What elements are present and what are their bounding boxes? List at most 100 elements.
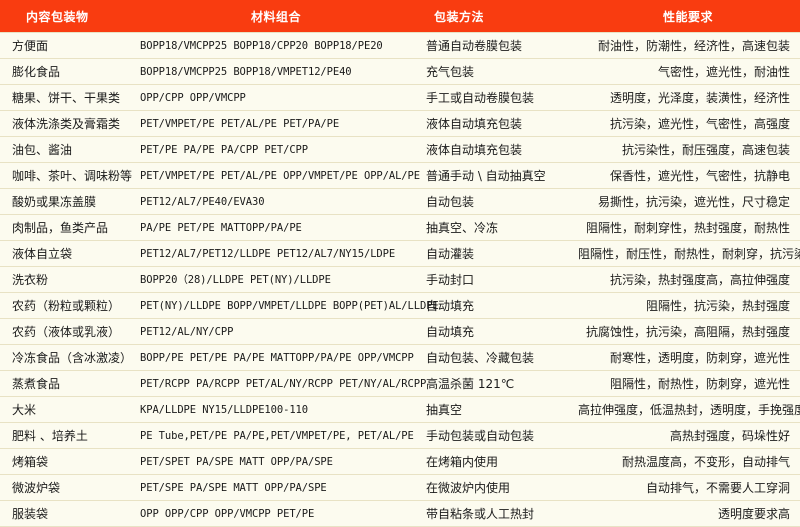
cell-performance: 自动排气，不需要人工穿洞 bbox=[645, 481, 790, 495]
cell-performance: 抗污染性，耐压强度，高速包装 bbox=[621, 143, 790, 157]
table-row: 烤箱袋 PET/SPET PA/SPE MATT OPP/PA/SPE 在烤箱内使用… bbox=[0, 448, 800, 475]
cell-material: PET12/AL7/PET12/LLDPE PET12/AL7/NY15/LDP… bbox=[140, 247, 396, 260]
table-row: 膨化食品 BOPP18/VMCPP25 BOPP18/VMPET12/PE40 充气… bbox=[0, 58, 800, 85]
cell-method: 手工或自动卷膜包装 bbox=[426, 91, 535, 105]
cell-material: OPP/CPP OPP/VMCPP bbox=[140, 91, 246, 104]
cell-material: PET/SPE PA/SPE MATT OPP/PA/SPE bbox=[140, 481, 327, 494]
cell-content: 蒸煮食品 bbox=[12, 377, 61, 391]
cell-material: KPA/LLDPE NY15/LLDPE100-110 bbox=[140, 403, 308, 416]
header-material: 材料组合 bbox=[250, 9, 301, 24]
table-row: 蒸煮食品 PET/RCPP PA/RCPP PET/AL/NY/RCPP PET/… bbox=[0, 370, 800, 397]
cell-material: PET/RCPP PA/RCPP PET/AL/NY/RCPP PET/NY/A… bbox=[140, 377, 427, 390]
cell-content: 洗衣粉 bbox=[12, 273, 49, 287]
cell-content: 方便面 bbox=[12, 39, 49, 53]
cell-method: 在烤箱内使用 bbox=[426, 455, 499, 469]
cell-content: 油包、酱油 bbox=[12, 143, 73, 157]
cell-performance: 抗腐蚀性，抗污染，高阻隔，热封强度 bbox=[585, 325, 790, 339]
cell-material: BOPP18/VMCPP25 BOPP18/VMPET12/PE40 bbox=[140, 65, 352, 78]
table-row: 大米 KPA/LLDPE NY15/LLDPE100-110 抽真空 高拉伸强度，低温… bbox=[0, 396, 800, 423]
cell-content: 酸奶或果冻盖膜 bbox=[12, 195, 97, 209]
cell-content: 液体洗涤类及膏霜类 bbox=[12, 117, 121, 131]
cell-performance: 阻隔性，耐刺穿性，热封强度，耐热性 bbox=[585, 221, 790, 235]
cell-performance: 透明度，光泽度，装潢性，经济性 bbox=[609, 91, 790, 105]
cell-performance: 阻隔性，耐热性，防刺穿，遮光性 bbox=[609, 377, 790, 391]
cell-material: PET/VMPET/PE PET/AL/PE OPP/VMPET/PE OPP/… bbox=[140, 169, 420, 182]
cell-method: 自动灌装 bbox=[426, 247, 475, 261]
cell-content: 微波炉袋 bbox=[12, 481, 61, 495]
cell-performance: 耐热温度高，不变形，自动排气 bbox=[621, 455, 790, 469]
cell-method: 自动填充 bbox=[426, 299, 475, 313]
cell-performance: 抗污染，遮光性，气密性，高强度 bbox=[609, 117, 790, 131]
table-row: 洗衣粉 BOPP20（28)/LLDPE PET(NY)/LLDPE 手动封口 抗污染… bbox=[0, 266, 800, 293]
cell-method: 普通手动 \ 自动抽真空 bbox=[426, 169, 546, 183]
table-row: 微波炉袋 PET/SPE PA/SPE MATT OPP/PA/SPE 在微波炉内使… bbox=[0, 474, 800, 501]
table-row: 肥料 、培养土 PE Tube,PET/PE PA/PE,PET/VMPET/PE… bbox=[0, 422, 800, 449]
cell-material: PET12/AL7/PE40/EVA30 bbox=[140, 195, 265, 208]
cell-method: 抽真空 bbox=[426, 403, 463, 417]
cell-content: 农药（液体或乳液） bbox=[12, 325, 121, 339]
cell-content: 膨化食品 bbox=[12, 65, 61, 79]
header-performance: 性能要求 bbox=[662, 9, 713, 24]
cell-content: 农药（粉粒或颗粒） bbox=[12, 299, 121, 313]
cell-material: PA/PE PET/PE MATTOPP/PA/PE bbox=[140, 221, 302, 234]
table-row: 肉制品，鱼类产品 PA/PE PET/PE MATTOPP/PA/PE 抽真空、冷冻… bbox=[0, 214, 800, 241]
cell-method: 自动填充 bbox=[426, 325, 475, 339]
table-row: 液体自立袋 PET12/AL7/PET12/LLDPE PET12/AL7/NY1… bbox=[0, 240, 800, 267]
table-body: 方便面 BOPP18/VMCPP25 BOPP18/CPP20 BOPP18/PE… bbox=[0, 32, 800, 527]
cell-method: 高温杀菌 121℃ bbox=[426, 377, 515, 391]
table-header-row: 内容包装物 材料组合 包装方法 性能要求 bbox=[0, 0, 800, 33]
cell-method: 手动包装或自动包装 bbox=[426, 429, 535, 443]
table-row: 冷冻食品（含冰激凌） BOPP/PE PET/PE PA/PE MATTOPP/P… bbox=[0, 344, 800, 371]
cell-performance: 透明度要求高 bbox=[717, 507, 790, 521]
cell-material: BOPP20（28)/LLDPE PET(NY)/LLDPE bbox=[140, 274, 331, 286]
cell-content: 冷冻食品（含冰激凌） bbox=[12, 351, 133, 365]
cell-method: 抽真空、冷冻 bbox=[426, 221, 499, 235]
cell-method: 自动包装、冷藏包装 bbox=[426, 351, 535, 365]
cell-content: 烤箱袋 bbox=[12, 455, 49, 469]
cell-method: 液体自动填充包装 bbox=[426, 143, 523, 157]
cell-performance: 抗污染，热封强度高，高拉伸强度 bbox=[609, 273, 790, 287]
cell-content: 咖啡、茶叶、调味粉等 bbox=[12, 169, 133, 183]
cell-method: 手动封口 bbox=[426, 273, 475, 287]
cell-material: OPP OPP/CPP OPP/VMCPP PET/PE bbox=[140, 507, 315, 520]
cell-material: PET/SPET PA/SPE MATT OPP/PA/SPE bbox=[140, 455, 333, 468]
cell-method: 自动包装 bbox=[426, 195, 475, 209]
cell-material: BOPP18/VMCPP25 BOPP18/CPP20 BOPP18/PE20 bbox=[140, 39, 383, 52]
cell-performance: 阻隔性，抗污染，热封强度 bbox=[645, 299, 790, 313]
cell-content: 肥料 、培养土 bbox=[12, 429, 88, 443]
cell-method: 带自粘条或人工热封 bbox=[426, 507, 535, 521]
table-header: 内容包装物 材料组合 包装方法 性能要求 bbox=[0, 0, 800, 33]
cell-performance: 高拉伸强度，低温热封，透明度，手挽强度高 bbox=[578, 403, 800, 417]
cell-performance: 耐油性，防潮性，经济性，高速包装 bbox=[597, 39, 790, 53]
cell-material: BOPP/PE PET/PE PA/PE MATTOPP/PA/PE OPP/V… bbox=[140, 351, 414, 364]
cell-performance: 阻隔性，耐压性，耐热性，耐刺穿，抗污染 bbox=[578, 247, 800, 261]
cell-method: 充气包装 bbox=[426, 65, 475, 79]
table-row: 咖啡、茶叶、调味粉等 PET/VMPET/PE PET/AL/PE OPP/VMP… bbox=[0, 162, 800, 189]
cell-content: 大米 bbox=[12, 403, 37, 417]
table-row: 糖果、饼干、干果类 OPP/CPP OPP/VMCPP 手工或自动卷膜包装 透明度，光… bbox=[0, 84, 800, 111]
table-row: 服装袋 OPP OPP/CPP OPP/VMCPP PET/PE 带自粘条或人工热封… bbox=[0, 500, 800, 527]
table-row: 方便面 BOPP18/VMCPP25 BOPP18/CPP20 BOPP18/PE… bbox=[0, 32, 800, 59]
cell-performance: 保香性，遮光性，气密性，抗静电 bbox=[609, 169, 790, 183]
cell-method: 普通自动卷膜包装 bbox=[426, 39, 523, 53]
cell-material: PET12/AL/NY/CPP bbox=[140, 325, 234, 338]
cell-material: PE Tube,PET/PE PA/PE,PET/VMPET/PE, PET/A… bbox=[140, 429, 414, 442]
cell-performance: 易撕性，抗污染，遮光性，尺寸稳定 bbox=[597, 195, 790, 209]
header-method: 包装方法 bbox=[434, 9, 485, 24]
table-row: 酸奶或果冻盖膜 PET12/AL7/PE40/EVA30 自动包装 易撕性，抗污染，遮… bbox=[0, 188, 800, 215]
cell-method: 在微波炉内使用 bbox=[426, 481, 511, 495]
cell-performance: 耐寒性，透明度，防刺穿，遮光性 bbox=[609, 351, 790, 365]
cell-content: 液体自立袋 bbox=[12, 247, 73, 261]
table-row: 农药（液体或乳液） PET12/AL/NY/CPP 自动填充 抗腐蚀性，抗污染，高阻隔… bbox=[0, 318, 800, 345]
cell-material: PET/VMPET/PE PET/AL/PE PET/PA/PE bbox=[140, 117, 340, 130]
cell-content: 糖果、饼干、干果类 bbox=[12, 91, 121, 105]
cell-content: 肉制品，鱼类产品 bbox=[12, 221, 109, 235]
table-row: 农药（粉粒或颗粒） PET(NY)/LLDPE BOPP/VMPET/LLDPE … bbox=[0, 292, 800, 319]
table-row: 油包、酱油 PET/PE PA/PE PA/CPP PET/CPP 液体自动填充包装… bbox=[0, 136, 800, 163]
cell-material: PET(NY)/LLDPE BOPP/VMPET/LLDPE BOPP(PET)… bbox=[140, 299, 439, 312]
table-row: 液体洗涤类及膏霜类 PET/VMPET/PE PET/AL/PE PET/PA/P… bbox=[0, 110, 800, 137]
header-content: 内容包装物 bbox=[26, 9, 89, 24]
cell-material: PET/PE PA/PE PA/CPP PET/CPP bbox=[140, 143, 308, 156]
